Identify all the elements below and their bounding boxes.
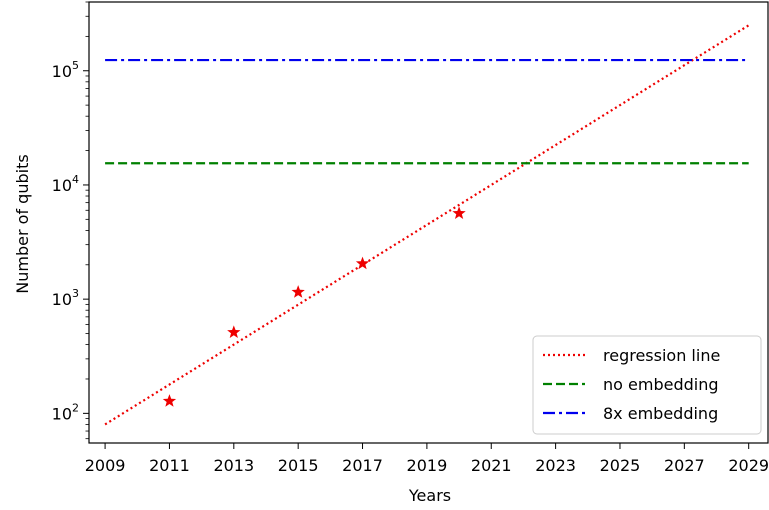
- y-tick-exponent: 3: [72, 287, 79, 300]
- y-tick-label: 102: [52, 401, 79, 423]
- points-layer: [162, 206, 466, 407]
- data-point-star: [355, 256, 370, 270]
- y-tick-base: 10: [52, 290, 72, 309]
- ticks-layer: 2009 2011 2013 2015 2017 2019 2021 2023 2025 2027…: [52, 1, 769, 475]
- data-point-star: [291, 285, 305, 298]
- y-tick-label: 103: [52, 287, 79, 309]
- plot-frame: [88, 1, 769, 444]
- x-tick-label: 2021: [471, 456, 512, 475]
- data-point-star: [162, 394, 177, 407]
- data-point-star: [452, 206, 466, 220]
- series-line-dotted: [104, 24, 750, 426]
- y-tick-label: 104: [52, 173, 79, 195]
- x-tick-label: 2019: [407, 456, 448, 475]
- x-axis-label: Years: [408, 486, 451, 505]
- legend-label: regression line: [603, 346, 720, 365]
- y-axis-label: Number of qubits: [13, 154, 32, 293]
- legend-label: 8x embedding: [603, 404, 718, 423]
- x-tick-label: 2009: [85, 456, 126, 475]
- y-tick-label: 105: [52, 59, 79, 81]
- legend: regression line no embedding 8x embedding: [532, 335, 762, 435]
- x-tick-label: 2015: [278, 456, 319, 475]
- y-tick-exponent: 2: [72, 401, 79, 414]
- x-tick-label: 2029: [728, 456, 769, 475]
- x-tick-label: 2027: [664, 456, 705, 475]
- x-tick-label: 2025: [600, 456, 641, 475]
- data-point-star: [227, 325, 241, 339]
- legend-box: [532, 335, 762, 435]
- y-tick-base: 10: [52, 176, 72, 195]
- series-layer: [104, 24, 750, 426]
- y-tick-base: 10: [52, 404, 72, 423]
- x-tick-label: 2017: [342, 456, 383, 475]
- y-tick-exponent: 4: [72, 173, 79, 186]
- x-tick-label: 2011: [149, 456, 190, 475]
- y-tick-base: 10: [52, 62, 72, 81]
- legend-label: no embedding: [603, 375, 719, 394]
- x-tick-label: 2023: [535, 456, 576, 475]
- y-tick-exponent: 5: [72, 59, 79, 72]
- x-tick-label: 2013: [213, 456, 254, 475]
